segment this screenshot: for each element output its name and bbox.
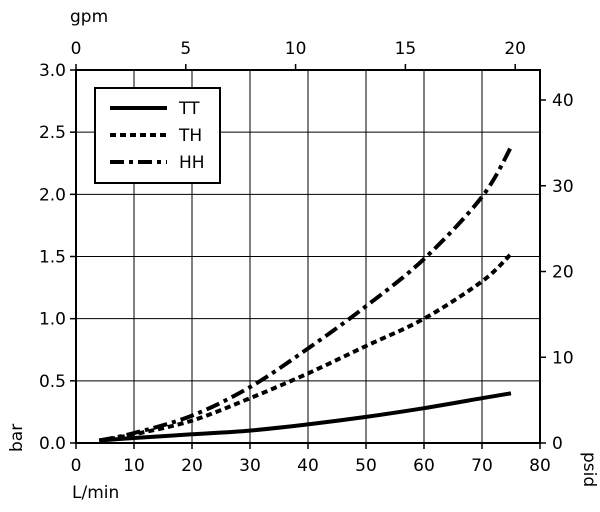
x-top-tick-label: 0 [71, 39, 82, 59]
x-bottom-axis-label: L/min [72, 483, 119, 503]
y-left-tick-label: 1.5 [39, 248, 66, 268]
y-right-tick-label: 20 [552, 263, 574, 283]
x-bottom-tick-label: 10 [123, 456, 145, 476]
legend: TT TH HH [94, 87, 221, 184]
series-line-th [98, 252, 513, 443]
y-left-tick-label: 1.0 [39, 310, 66, 330]
x-bottom-tick-label: 30 [239, 456, 261, 476]
y-right-tick-label: 10 [552, 348, 574, 368]
x-top-axis-label: gpm [70, 7, 108, 27]
x-top-tick-label: 5 [180, 39, 191, 59]
x-bottom-tick-label: 20 [181, 456, 203, 476]
series-line-tt [99, 391, 512, 443]
x-top-tick-label: 20 [504, 39, 526, 59]
series-line-hh [98, 146, 513, 443]
y-right-tick-label: 0 [552, 434, 563, 454]
x-bottom-tick-label: 70 [471, 456, 493, 476]
y-right-axis-label: psid [579, 452, 599, 487]
y-left-tick-label: 0.0 [39, 434, 66, 454]
x-top-tick-label: 15 [395, 39, 417, 59]
y-left-tick-label: 2.0 [39, 185, 66, 205]
y-left-axis-label: bar [7, 424, 27, 452]
y-left-tick-label: 3.0 [39, 61, 66, 81]
y-right-tick-label: 30 [552, 177, 574, 197]
y-left-tick-label: 0.5 [39, 372, 66, 392]
legend-label-th: TH [178, 126, 202, 146]
y-right-tick-label: 40 [552, 91, 574, 111]
x-bottom-tick-label: 50 [355, 456, 377, 476]
x-bottom-tick-label: 40 [297, 456, 319, 476]
grid [75, 69, 541, 444]
legend-label-hh: HH [179, 153, 205, 173]
legend-label-tt: TT [178, 99, 200, 119]
y-left-tick-label: 2.5 [39, 123, 66, 143]
ticks-group: 0 10 20 30 40 50 60 70 800 5 10 15 200.00.51.01.52.0… [39, 39, 574, 476]
x-bottom-tick-label: 0 [71, 456, 82, 476]
x-bottom-tick-label: 80 [529, 456, 551, 476]
series-group [98, 146, 513, 443]
x-top-tick-label: 10 [285, 39, 307, 59]
x-bottom-tick-label: 60 [413, 456, 435, 476]
